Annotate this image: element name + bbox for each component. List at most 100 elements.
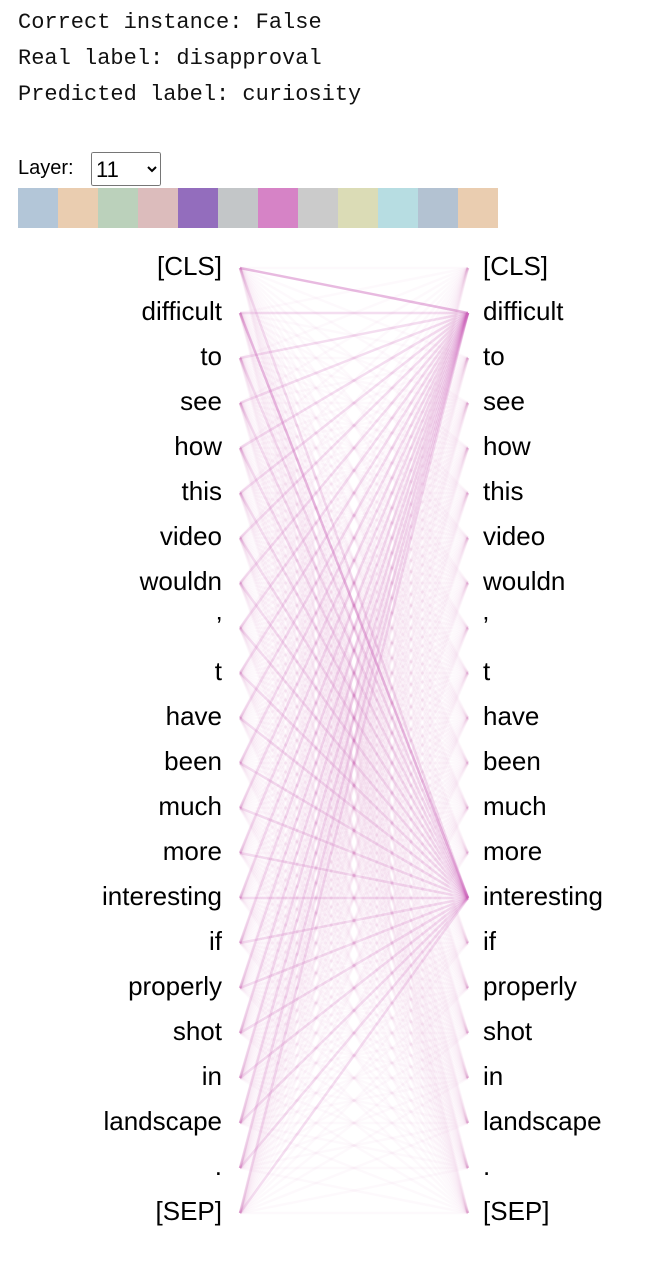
right-token[interactable]: ’	[483, 611, 489, 641]
attention-line	[239, 1031, 469, 1080]
right-token[interactable]: .	[483, 1151, 490, 1181]
attention-line	[239, 356, 469, 405]
right-token[interactable]: t	[483, 656, 491, 686]
left-token[interactable]: ’	[216, 611, 222, 641]
left-token[interactable]: t	[215, 656, 223, 686]
attention-line	[238, 447, 470, 809]
attention-line	[239, 1031, 469, 1170]
attention-line	[239, 761, 469, 855]
left-token[interactable]: more	[163, 836, 222, 866]
head-swatch[interactable]	[58, 188, 98, 228]
head-swatch[interactable]	[378, 188, 418, 228]
left-token[interactable]: been	[164, 746, 222, 776]
left-token[interactable]: difficult	[142, 296, 223, 326]
attention-line	[238, 267, 470, 899]
attention-line	[239, 807, 469, 1079]
head-swatch[interactable]	[18, 188, 58, 228]
attention-line	[238, 582, 470, 1214]
attention-line	[238, 582, 470, 1169]
attention-line	[238, 447, 470, 809]
left-token[interactable]: properly	[128, 971, 222, 1001]
right-token[interactable]: [SEP]	[483, 1196, 549, 1226]
layer-select[interactable]: 01234567891011	[91, 152, 161, 186]
right-token[interactable]: been	[483, 746, 541, 776]
left-token[interactable]: to	[200, 341, 222, 371]
left-token[interactable]: landscape	[103, 1106, 222, 1136]
head-swatch[interactable]	[218, 188, 258, 228]
attention-line	[239, 492, 469, 764]
attention-line	[238, 402, 470, 1169]
right-token[interactable]: interesting	[483, 881, 603, 911]
right-token[interactable]: see	[483, 386, 525, 416]
right-token[interactable]: to	[483, 341, 505, 371]
attention-line	[239, 402, 469, 629]
attention-line	[239, 266, 469, 405]
left-token[interactable]: [SEP]	[156, 1196, 222, 1226]
attention-line	[238, 717, 470, 1034]
right-token[interactable]: landscape	[483, 1106, 602, 1136]
attention-line	[238, 267, 470, 854]
left-token[interactable]: [CLS]	[157, 251, 222, 281]
attention-line	[238, 627, 470, 1169]
attention-line	[238, 627, 470, 1214]
left-token[interactable]: video	[160, 521, 222, 551]
header-line: Real label: disapproval	[18, 46, 322, 71]
attention-line	[238, 537, 470, 1124]
left-token[interactable]: interesting	[102, 881, 222, 911]
attention-line	[239, 312, 469, 494]
right-token[interactable]: properly	[483, 971, 577, 1001]
head-swatch[interactable]	[98, 188, 138, 228]
attention-line	[239, 897, 469, 1169]
right-token[interactable]: difficult	[483, 296, 564, 326]
left-token[interactable]: this	[182, 476, 222, 506]
attention-line	[239, 311, 469, 450]
head-swatch[interactable]	[138, 188, 178, 228]
attention-line	[239, 942, 469, 1169]
right-token[interactable]: [CLS]	[483, 251, 548, 281]
attention-line	[239, 942, 469, 1124]
left-token[interactable]: have	[166, 701, 222, 731]
attention-line	[238, 447, 470, 1214]
attention-line	[239, 266, 469, 360]
left-token[interactable]: .	[215, 1151, 222, 1181]
right-token[interactable]: this	[483, 476, 523, 506]
right-token[interactable]: video	[483, 521, 545, 551]
attention-line	[239, 1166, 469, 1215]
attention-line	[239, 357, 469, 584]
attention-line	[239, 851, 469, 990]
head-swatch[interactable]	[338, 188, 378, 228]
attention-line	[238, 312, 470, 899]
head-swatch[interactable]	[258, 188, 298, 228]
attention-line	[238, 492, 470, 809]
right-token[interactable]: in	[483, 1061, 503, 1091]
head-swatch[interactable]	[458, 188, 498, 228]
attention-line	[239, 357, 469, 629]
head-swatch[interactable]	[178, 188, 218, 228]
right-token[interactable]: if	[483, 926, 497, 956]
attention-line	[238, 582, 470, 1214]
attention-line	[238, 357, 470, 1214]
head-swatch[interactable]	[298, 188, 338, 228]
attention-line	[239, 897, 469, 1079]
left-token[interactable]: if	[209, 926, 223, 956]
left-token[interactable]: shot	[173, 1016, 223, 1046]
attention-line	[238, 852, 470, 1169]
left-token[interactable]: much	[158, 791, 222, 821]
left-token[interactable]: in	[202, 1061, 222, 1091]
left-token[interactable]: how	[174, 431, 222, 461]
attention-line	[238, 312, 470, 1214]
right-token[interactable]: shot	[483, 1016, 533, 1046]
attention-line	[239, 941, 469, 1080]
right-token[interactable]: how	[483, 431, 531, 461]
right-token[interactable]: have	[483, 701, 539, 731]
attention-line	[238, 627, 470, 1034]
left-token[interactable]: see	[180, 386, 222, 416]
right-token[interactable]: wouldn	[482, 566, 565, 596]
attention-line	[239, 761, 469, 900]
head-swatch[interactable]	[418, 188, 458, 228]
attention-line	[238, 312, 470, 989]
attention-line	[239, 896, 469, 1035]
right-token[interactable]: much	[483, 791, 547, 821]
left-token[interactable]: wouldn	[139, 566, 222, 596]
right-token[interactable]: more	[483, 836, 542, 866]
